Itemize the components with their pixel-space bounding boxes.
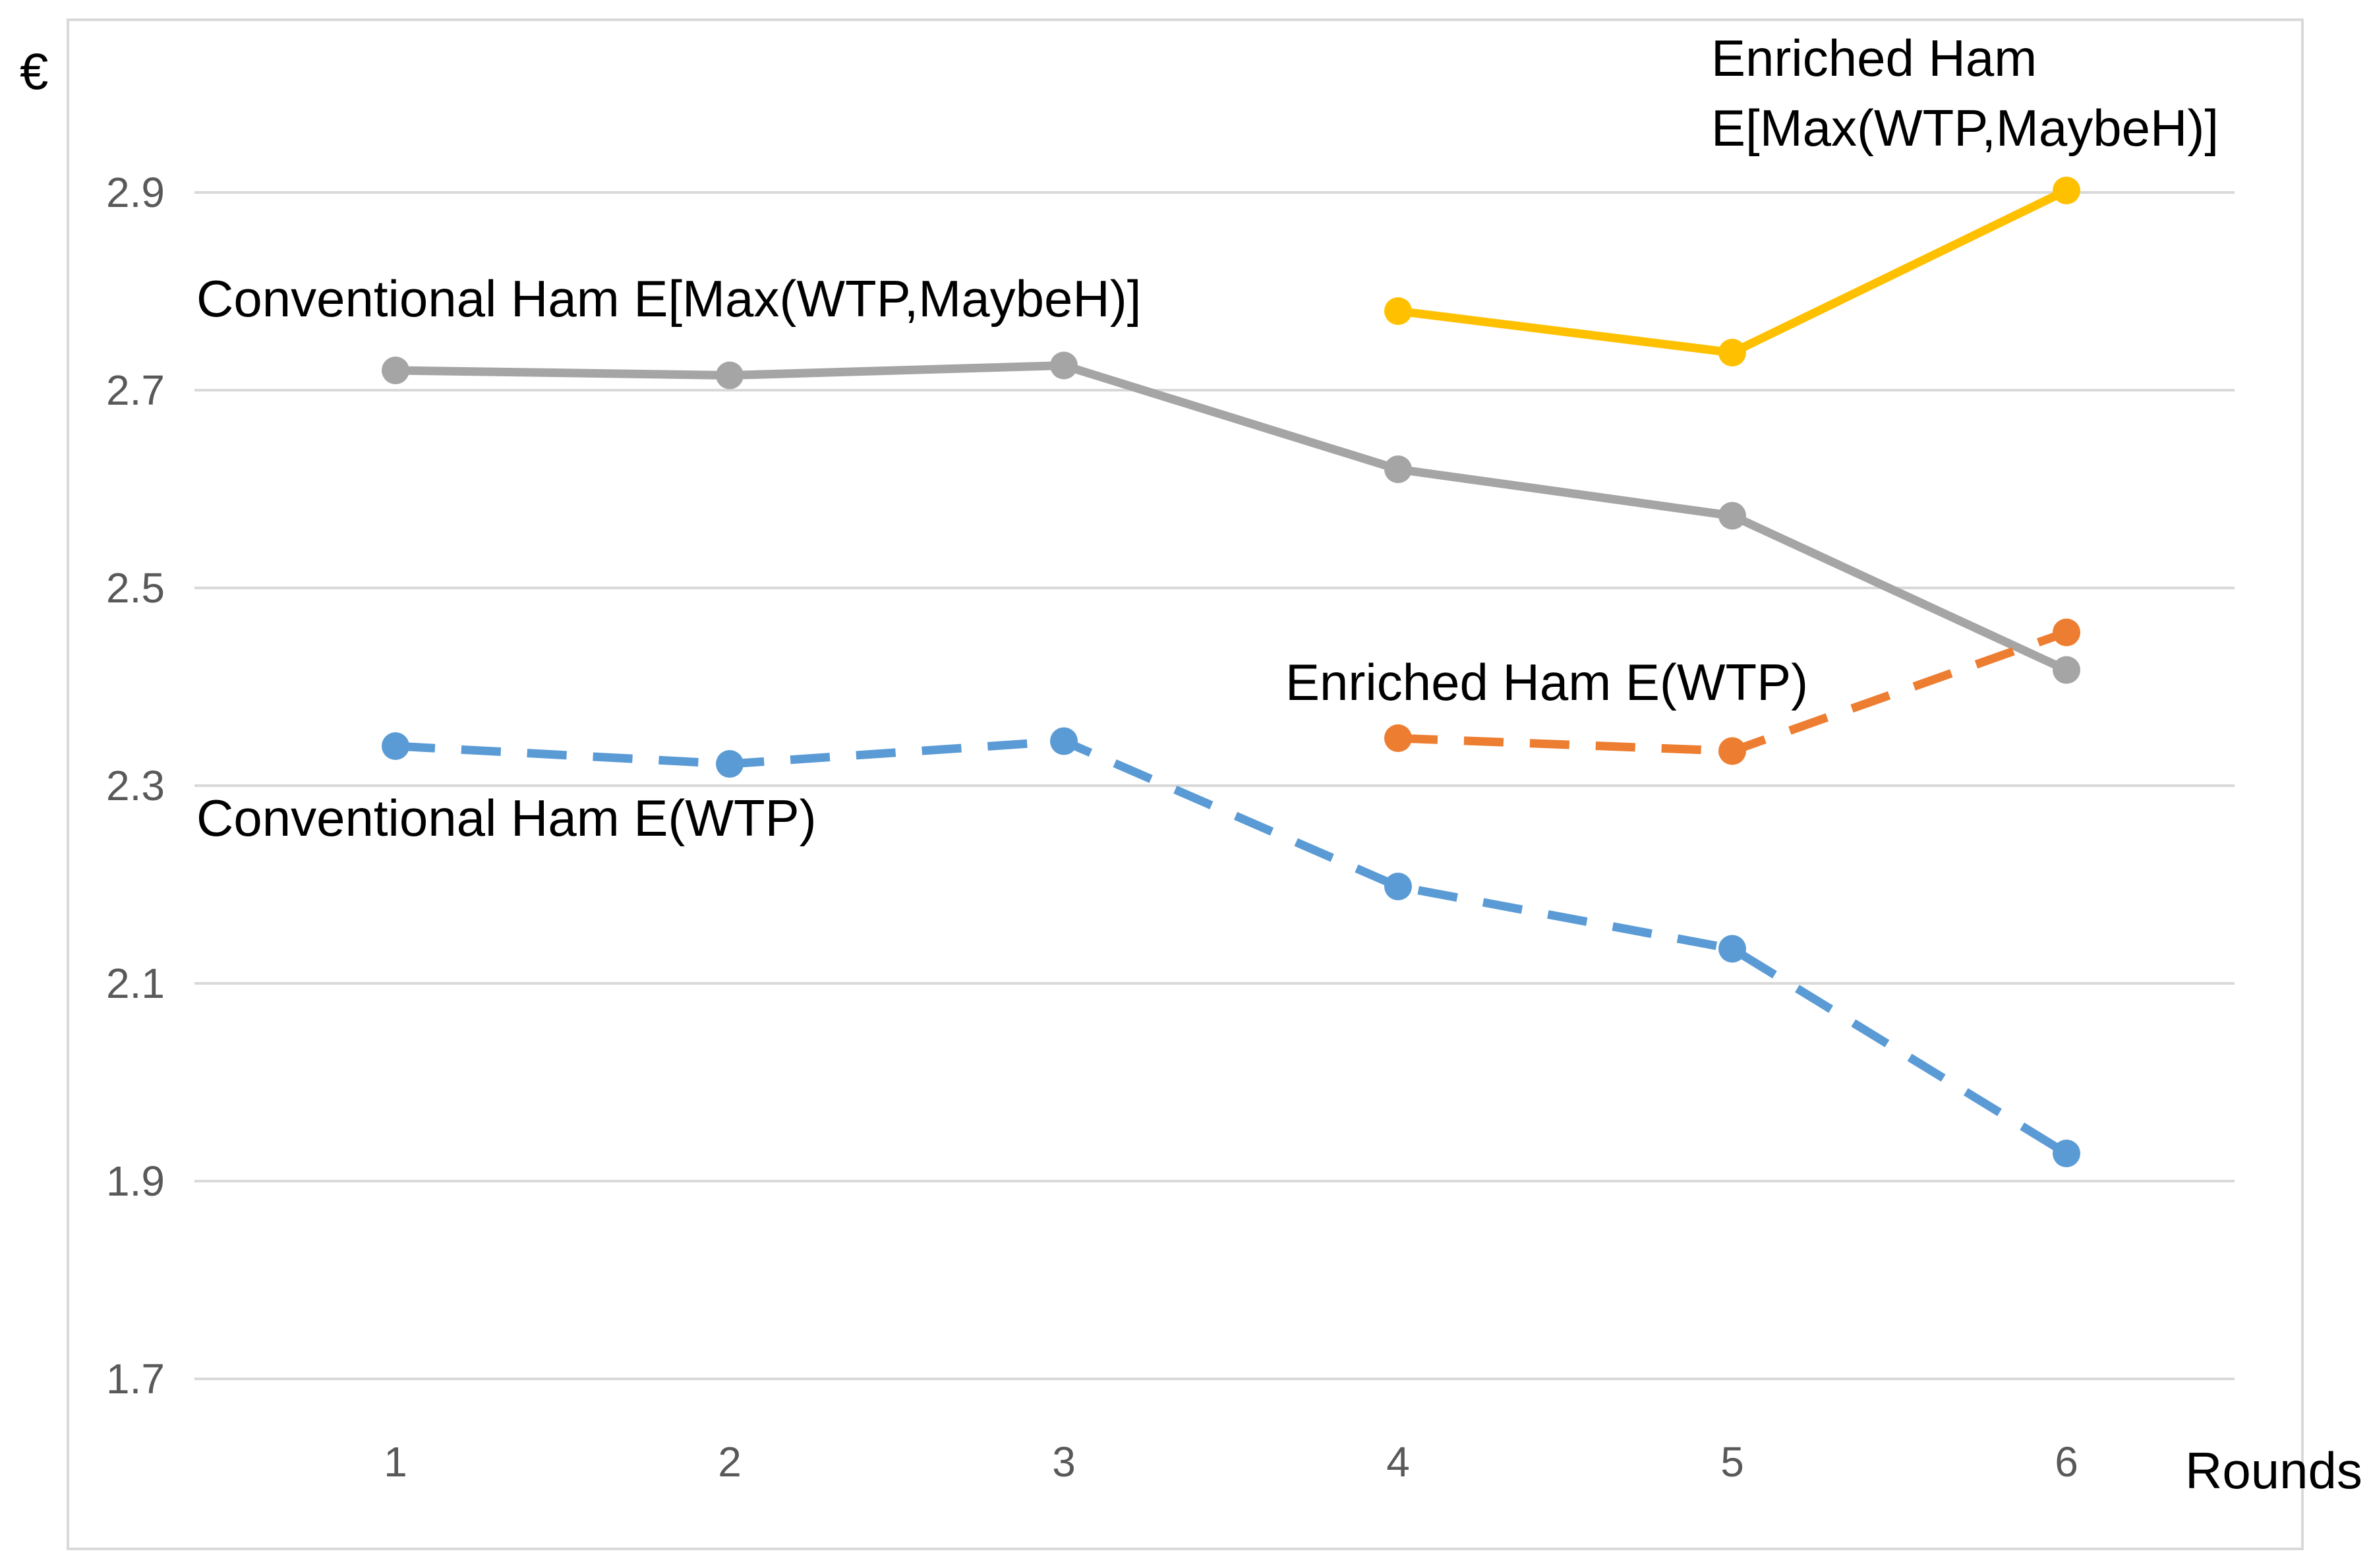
x-axis: 1 2 3 4 5 6 bbox=[384, 1438, 2078, 1486]
data-point bbox=[1718, 737, 1746, 765]
data-point bbox=[2053, 618, 2080, 647]
y-tick-label: 2.7 bbox=[106, 366, 165, 414]
y-tick-label: 1.7 bbox=[106, 1355, 165, 1403]
series-2 bbox=[1384, 177, 2080, 366]
data-point bbox=[716, 361, 744, 390]
y-tick-label: 2.5 bbox=[106, 564, 165, 612]
y-tick-label: 2.9 bbox=[106, 169, 165, 216]
series-label-line: Conventional Ham E[Max(WTP,MaybeH)] bbox=[196, 270, 1141, 328]
series-label-3: Enriched Ham E(WTP) bbox=[1285, 653, 1808, 711]
series-line-1 bbox=[395, 737, 2069, 1157]
data-point bbox=[1384, 297, 1412, 325]
data-point bbox=[1718, 935, 1746, 963]
data-point bbox=[382, 732, 409, 760]
data-point bbox=[2053, 177, 2080, 204]
series-labels: Conventional Ham E[Max(WTP,MaybeH)] Conve… bbox=[196, 29, 2219, 847]
series-label-1: Conventional Ham E(WTP) bbox=[196, 789, 817, 847]
series-label-line: Enriched Ham bbox=[1711, 29, 2037, 87]
data-point bbox=[2053, 1140, 2080, 1167]
data-point bbox=[2053, 656, 2080, 684]
data-point bbox=[1050, 727, 1078, 755]
gridlines bbox=[194, 191, 2235, 1380]
x-tick-label: 4 bbox=[1386, 1438, 1410, 1486]
x-tick-label: 6 bbox=[2055, 1438, 2078, 1486]
y-axis-title: € bbox=[20, 42, 48, 100]
series-1 bbox=[382, 727, 2080, 1167]
series-0 bbox=[382, 351, 2080, 684]
series-label-line: Conventional Ham E(WTP) bbox=[196, 789, 817, 847]
y-tick-label: 1.9 bbox=[106, 1157, 165, 1205]
x-tick-label: 5 bbox=[1720, 1438, 1744, 1486]
series-label-line: E[Max(WTP,MaybeH)] bbox=[1711, 99, 2219, 157]
data-point bbox=[382, 357, 409, 384]
x-tick-label: 3 bbox=[1052, 1438, 1076, 1486]
data-point bbox=[1384, 724, 1412, 752]
data-point bbox=[1050, 351, 1078, 380]
y-tick-label: 2.3 bbox=[106, 762, 165, 809]
series-label-2: Enriched Ham E[Max(WTP,MaybeH)] bbox=[1711, 29, 2219, 157]
y-axis: 1.7 1.9 2.1 2.3 2.5 2.7 2.9 bbox=[106, 169, 165, 1403]
series-label-line: Enriched Ham E(WTP) bbox=[1285, 653, 1808, 711]
series-line-0 bbox=[395, 361, 2068, 674]
y-tick-label: 2.1 bbox=[106, 960, 165, 1007]
series-layer bbox=[382, 177, 2080, 1167]
data-point bbox=[716, 750, 744, 778]
x-axis-title: Rounds bbox=[2185, 1441, 2362, 1499]
data-point bbox=[1718, 502, 1746, 530]
data-point bbox=[1718, 339, 1746, 366]
data-point bbox=[1384, 455, 1412, 483]
data-point bbox=[1384, 873, 1412, 900]
x-tick-label: 2 bbox=[718, 1438, 742, 1486]
x-tick-label: 1 bbox=[384, 1438, 407, 1486]
series-3 bbox=[1384, 618, 2080, 765]
series-label-0: Conventional Ham E[Max(WTP,MaybeH)] bbox=[196, 270, 1141, 328]
